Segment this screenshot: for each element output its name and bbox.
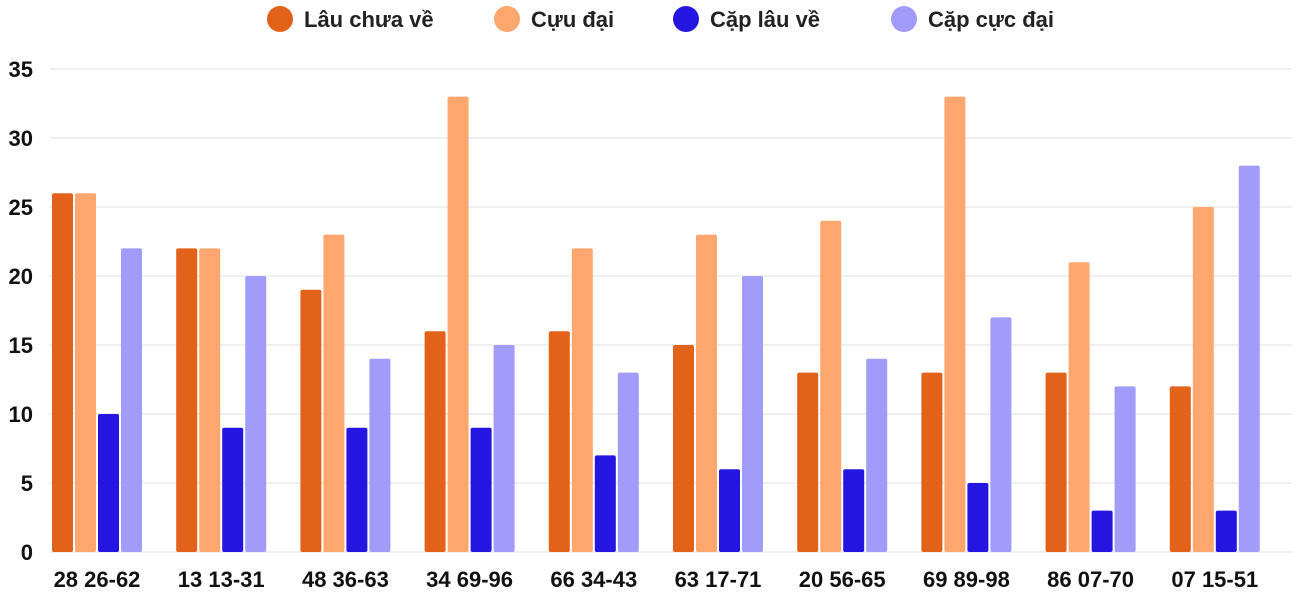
bar [594, 455, 616, 552]
x-tick-label: 20 56-65 [799, 567, 886, 592]
y-axis-ticks: 0 5 10 15 20 25 30 35 [9, 57, 33, 565]
legend-label: Cặp cực đại [928, 7, 1054, 32]
y-tick-label: 20 [9, 264, 33, 289]
bar [866, 358, 888, 552]
bar [1169, 386, 1191, 552]
bar [843, 469, 865, 552]
bar [1045, 372, 1067, 552]
x-tick-label: 63 17-71 [675, 567, 762, 592]
x-tick-label: 34 69-96 [426, 567, 513, 592]
legend-marker [494, 6, 520, 32]
bar [424, 331, 446, 552]
bar [673, 345, 694, 552]
bar [98, 414, 119, 552]
legend-label: Cặp lâu về [710, 7, 820, 32]
x-tick-label: 07 15-51 [1171, 567, 1258, 592]
bar [447, 96, 469, 552]
bar [1238, 165, 1260, 552]
bar [323, 234, 345, 552]
bar [617, 372, 639, 552]
bar [1215, 510, 1237, 552]
bar [75, 193, 96, 552]
bar [742, 276, 763, 552]
bar [719, 469, 740, 552]
bars [52, 96, 1260, 553]
y-tick-label: 25 [9, 195, 33, 220]
legend: Lâu chưa về Cựu đại Cặp lâu về Cặp cực đại [267, 6, 1054, 32]
bar [921, 372, 943, 552]
legend-item: Lâu chưa về [267, 6, 434, 32]
legend-item: Cặp cực đại [891, 6, 1054, 32]
y-tick-label: 30 [9, 126, 33, 151]
bar [990, 317, 1012, 552]
bar [369, 358, 391, 552]
bar [1091, 510, 1113, 552]
bar [967, 483, 989, 552]
legend-marker [891, 6, 917, 32]
y-tick-label: 35 [9, 57, 33, 82]
bar [797, 372, 819, 552]
x-tick-label: 69 89-98 [923, 567, 1010, 592]
bar [346, 427, 368, 552]
bar [1192, 207, 1214, 552]
x-tick-label: 13 13-31 [178, 567, 265, 592]
y-tick-label: 10 [9, 402, 33, 427]
bar [121, 248, 142, 552]
bar [176, 248, 198, 552]
y-tick-label: 15 [9, 333, 33, 358]
bar [571, 248, 593, 552]
x-tick-label: 66 34-43 [550, 567, 637, 592]
legend-marker [267, 6, 293, 32]
bar [548, 331, 570, 552]
bar [493, 345, 515, 552]
legend-item: Cựu đại [494, 6, 614, 32]
x-tick-label: 86 07-70 [1047, 567, 1134, 592]
bar [1114, 386, 1136, 552]
y-tick-label: 0 [21, 540, 33, 565]
x-tick-label: 28 26-62 [54, 567, 141, 592]
bar [52, 193, 73, 552]
legend-marker [673, 6, 699, 32]
legend-label: Lâu chưa về [304, 7, 434, 32]
bar [1068, 262, 1090, 552]
bar [696, 234, 717, 552]
legend-item: Cặp lâu về [673, 6, 820, 32]
bar [470, 427, 492, 552]
x-tick-label: 48 36-63 [302, 567, 389, 592]
bar [820, 220, 842, 553]
legend-label: Cựu đại [531, 7, 614, 32]
bar [245, 276, 267, 552]
bar [222, 427, 244, 552]
bar [944, 96, 966, 552]
y-tick-label: 5 [21, 471, 33, 496]
bar [199, 248, 221, 552]
bar [300, 289, 322, 552]
x-axis-ticks: 28 26-62 13 13-31 48 36-63 34 69-96 66 34-43… [54, 567, 1259, 592]
